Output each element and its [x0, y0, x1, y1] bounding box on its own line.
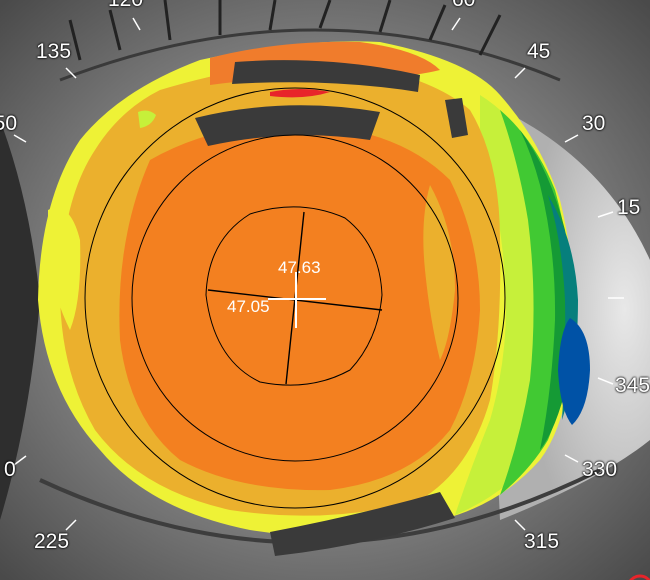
tick-15 — [597, 211, 614, 218]
pupil-outline — [205, 206, 383, 386]
steep-k-value: 47.63 — [278, 258, 321, 277]
mask-upper-3 — [445, 98, 468, 138]
axis-label-225: 225 — [34, 530, 70, 553]
axis-label-345: 345 — [615, 374, 650, 397]
marker-icon — [629, 574, 650, 580]
axis-label-315: 315 — [524, 530, 560, 553]
zone-red-spot — [270, 89, 330, 98]
tick-30 — [564, 134, 579, 143]
ring-middle — [131, 134, 459, 462]
tick-60 — [451, 17, 461, 31]
tick-45 — [514, 67, 526, 79]
zone-yg-spot — [138, 110, 156, 128]
axis-label-0: 0 — [4, 458, 16, 481]
axis-label-45: 45 — [527, 40, 551, 63]
axis-label-120: 120 — [108, 0, 143, 12]
zone-yellow-pocket — [48, 208, 81, 330]
zone-orange-central — [119, 124, 480, 491]
axis-label-330: 330 — [582, 458, 618, 481]
lashes-top — [68, 0, 502, 61]
axis-label-15: 15 — [617, 196, 641, 219]
upper-lid-crease — [59, 28, 561, 82]
tick-150 — [13, 134, 27, 143]
tick-345 — [597, 377, 614, 385]
mask-upper-1 — [232, 60, 420, 92]
ring-outer — [84, 87, 506, 509]
flat-k-value: 47.05 — [227, 297, 270, 316]
tick-315 — [514, 519, 526, 531]
axis-label-60: 60 — [452, 0, 475, 12]
tick-330 — [564, 454, 579, 463]
tick-135 — [65, 67, 77, 79]
lid-shadow-left — [0, 120, 40, 520]
axis-label-135: 135 — [36, 40, 72, 63]
tick-225 — [65, 519, 77, 531]
zone-blue — [558, 318, 590, 425]
tick-left-0 — [13, 455, 27, 466]
zone-orange-pocket — [423, 185, 455, 360]
axis-label-150: 150 — [0, 112, 18, 135]
mask-lower — [270, 492, 455, 556]
tick-120 — [132, 17, 141, 31]
mask-upper-2 — [195, 105, 380, 146]
axis-label-30: 30 — [582, 112, 606, 135]
